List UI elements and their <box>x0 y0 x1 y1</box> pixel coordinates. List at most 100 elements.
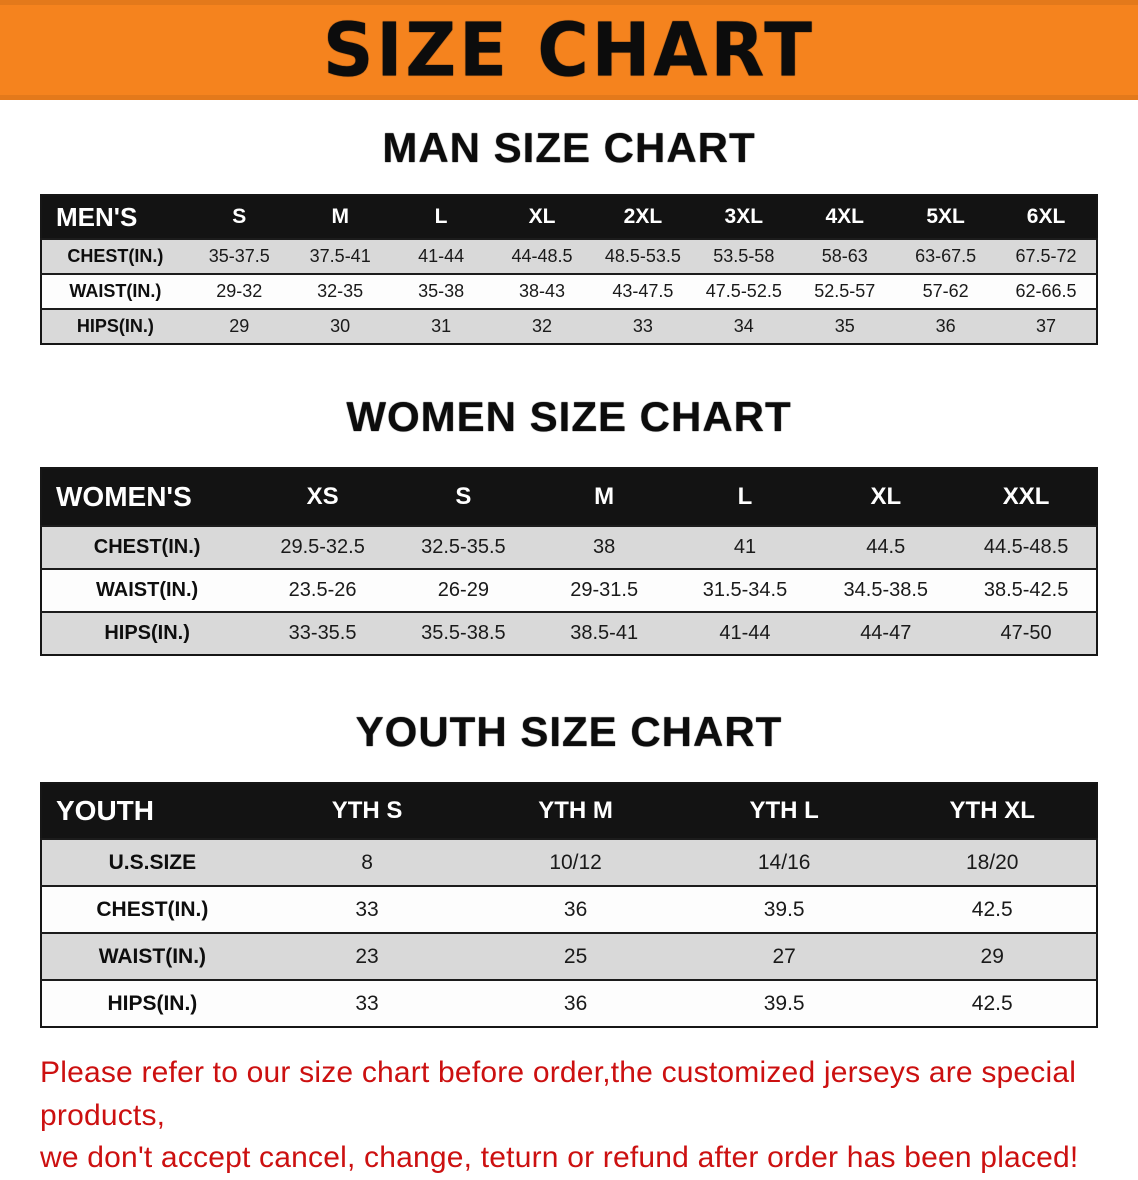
measurement-row: U.S.SIZE 8 10/12 14/16 18/20 <box>41 839 1097 886</box>
measurement-value: 44.5-48.5 <box>983 536 1069 558</box>
measurement-value: 34.5-38.5 <box>843 579 929 601</box>
measurement-value: 35-38 <box>418 281 465 301</box>
women-size-table: WOMEN'S XS S M L XL XXL CHEST(IN.) 29.5-32.5 32.5… <box>40 467 1098 656</box>
measurement-label: HIPS(IN.) <box>104 622 190 644</box>
note-line-2: we don't accept cancel, change, teturn o… <box>40 1141 1079 1175</box>
measurement-row: WAIST(IN.) 23.5-26 26-29 29-31.5 31.5-34.5 34… <box>41 569 1097 612</box>
measurement-value: 31.5-34.5 <box>702 579 788 601</box>
measurement-value: 27 <box>772 944 796 968</box>
measurement-value: 52.5-57 <box>814 281 876 301</box>
size-column-header: YTH L <box>749 797 819 824</box>
measurement-value: 35-37.5 <box>208 246 270 266</box>
measurement-value: 36 <box>935 316 956 336</box>
measurement-row: CHEST(IN.) 29.5-32.5 32.5-35.5 38 41 44.5 44.5… <box>41 526 1097 569</box>
measurement-value: 38 <box>593 536 616 558</box>
measurement-label: CHEST(IN.) <box>67 246 164 266</box>
measurement-value: 30 <box>330 316 351 336</box>
measurement-value: 29-31.5 <box>570 579 639 601</box>
measurement-value: 58-63 <box>821 246 868 266</box>
table-title-cell: YOUTH <box>56 795 154 826</box>
charts-container: MAN SIZE CHART MEN'S S M L XL 2XL 3XL 4XL 5XL 6XL… <box>0 124 1138 1028</box>
measurement-value: 23 <box>355 944 379 968</box>
measurement-value: 14/16 <box>757 850 811 874</box>
measurement-value: 67.5-72 <box>1015 246 1077 266</box>
size-column-header: 2XL <box>623 205 663 228</box>
table-title-cell: MEN'S <box>56 201 138 232</box>
measurement-value: 41 <box>733 536 757 558</box>
size-column-header: M <box>331 205 349 228</box>
measurement-value: 33 <box>632 316 653 336</box>
measurement-row: WAIST(IN.) 29-32 32-35 35-38 38-43 43-47.5 47.… <box>41 274 1097 309</box>
measurement-value: 63-67.5 <box>915 246 977 266</box>
measurement-value: 41-44 <box>418 246 465 266</box>
measurement-row: HIPS(IN.) 29 30 31 32 33 34 35 36 37 <box>41 309 1097 344</box>
measurement-value: 38.5-42.5 <box>983 579 1069 601</box>
note-line-1: Please refer to our size chart before or… <box>40 1056 1077 1132</box>
measurement-value: 33-35.5 <box>288 622 357 644</box>
measurement-value: 35 <box>834 316 855 336</box>
size-column-header: YTH M <box>538 797 613 824</box>
size-column-header: XL <box>870 483 902 510</box>
youth-size-heading: YOUTH SIZE CHART <box>355 708 783 755</box>
measurement-row: WAIST(IN.) 23 25 27 29 <box>41 933 1097 980</box>
measurement-row: HIPS(IN.) 33 36 39.5 42.5 <box>41 980 1097 1027</box>
measurement-value: 39.5 <box>763 991 805 1015</box>
measurement-value: 47.5-52.5 <box>705 281 782 301</box>
size-column-header: S <box>455 483 472 510</box>
size-column-header: 5XL <box>926 205 965 228</box>
size-column-header: 4XL <box>825 205 864 228</box>
banner: SIZE CHART <box>0 0 1138 100</box>
measurement-value: 42.5 <box>971 991 1013 1015</box>
measurement-label: HIPS(IN.) <box>76 316 154 336</box>
table-header-row: MEN'S S M L XL 2XL 3XL 4XL 5XL 6XL <box>41 195 1097 239</box>
measurement-value: 18/20 <box>965 850 1019 874</box>
table-header-row: WOMEN'S XS S M L XL XXL <box>41 468 1097 526</box>
measurement-value: 44.5 <box>866 536 906 558</box>
size-column-header: S <box>232 205 247 228</box>
measurement-value: 32-35 <box>317 281 364 301</box>
measurement-value: 32.5-35.5 <box>421 536 506 558</box>
table-header-row: YOUTH YTH S YTH M YTH L YTH XL <box>41 783 1097 839</box>
measurement-value: 8 <box>361 850 373 874</box>
size-column-header: L <box>737 483 753 510</box>
measurement-value: 33 <box>355 897 379 921</box>
measurement-label: WAIST(IN.) <box>95 579 199 601</box>
measurement-row: CHEST(IN.) 35-37.5 37.5-41 41-44 44-48.5 48.5… <box>41 239 1097 274</box>
measurement-value: 44-48.5 <box>511 246 573 266</box>
man-size-section: MAN SIZE CHART MEN'S S M L XL 2XL 3XL 4XL 5XL 6XL… <box>0 124 1138 345</box>
measurement-value: 57-62 <box>922 281 969 301</box>
measurement-value: 36 <box>563 897 588 921</box>
measurement-value: 42.5 <box>971 897 1013 921</box>
man-size-heading: MAN SIZE CHART <box>382 124 756 171</box>
measurement-value: 62-66.5 <box>1015 281 1077 301</box>
size-column-header: 3XL <box>724 205 764 228</box>
man-size-table: MEN'S S M L XL 2XL 3XL 4XL 5XL 6XL CHEST(IN.) 35-37… <box>40 194 1098 345</box>
size-column-header: XXL <box>1002 483 1050 510</box>
measurement-value: 26-29 <box>437 579 489 601</box>
measurement-value: 32 <box>531 316 553 336</box>
measurement-value: 43-47.5 <box>612 281 674 301</box>
measurement-value: 29.5-32.5 <box>280 536 365 558</box>
measurement-value: 29 <box>980 944 1004 968</box>
youth-size-table: YOUTH YTH S YTH M YTH L YTH XL U.S.SIZE 8 10/12… <box>40 782 1098 1028</box>
measurement-value: 35.5-38.5 <box>421 622 506 644</box>
measurement-value: 10/12 <box>549 850 602 874</box>
table-title-cell: WOMEN'S <box>56 481 192 512</box>
women-size-heading: WOMEN SIZE CHART <box>346 393 792 440</box>
measurement-label: CHEST(IN.) <box>93 536 201 558</box>
size-column-header: M <box>594 483 615 510</box>
measurement-label: CHEST(IN.) <box>96 897 209 921</box>
size-column-header: XL <box>528 205 556 228</box>
measurement-value: 38-43 <box>518 281 566 301</box>
measurement-value: 41-44 <box>719 622 771 644</box>
measurement-value: 31 <box>431 316 452 336</box>
measurement-row: CHEST(IN.) 33 36 39.5 42.5 <box>41 886 1097 933</box>
measurement-value: 48.5-53.5 <box>604 246 681 266</box>
measurement-value: 47-50 <box>1000 622 1052 644</box>
page-title: SIZE CHART <box>322 6 816 94</box>
size-column-header: YTH S <box>331 797 403 824</box>
measurement-value: 36 <box>563 991 588 1015</box>
measurement-value: 38.5-41 <box>570 622 639 644</box>
measurement-value: 33 <box>355 991 379 1015</box>
